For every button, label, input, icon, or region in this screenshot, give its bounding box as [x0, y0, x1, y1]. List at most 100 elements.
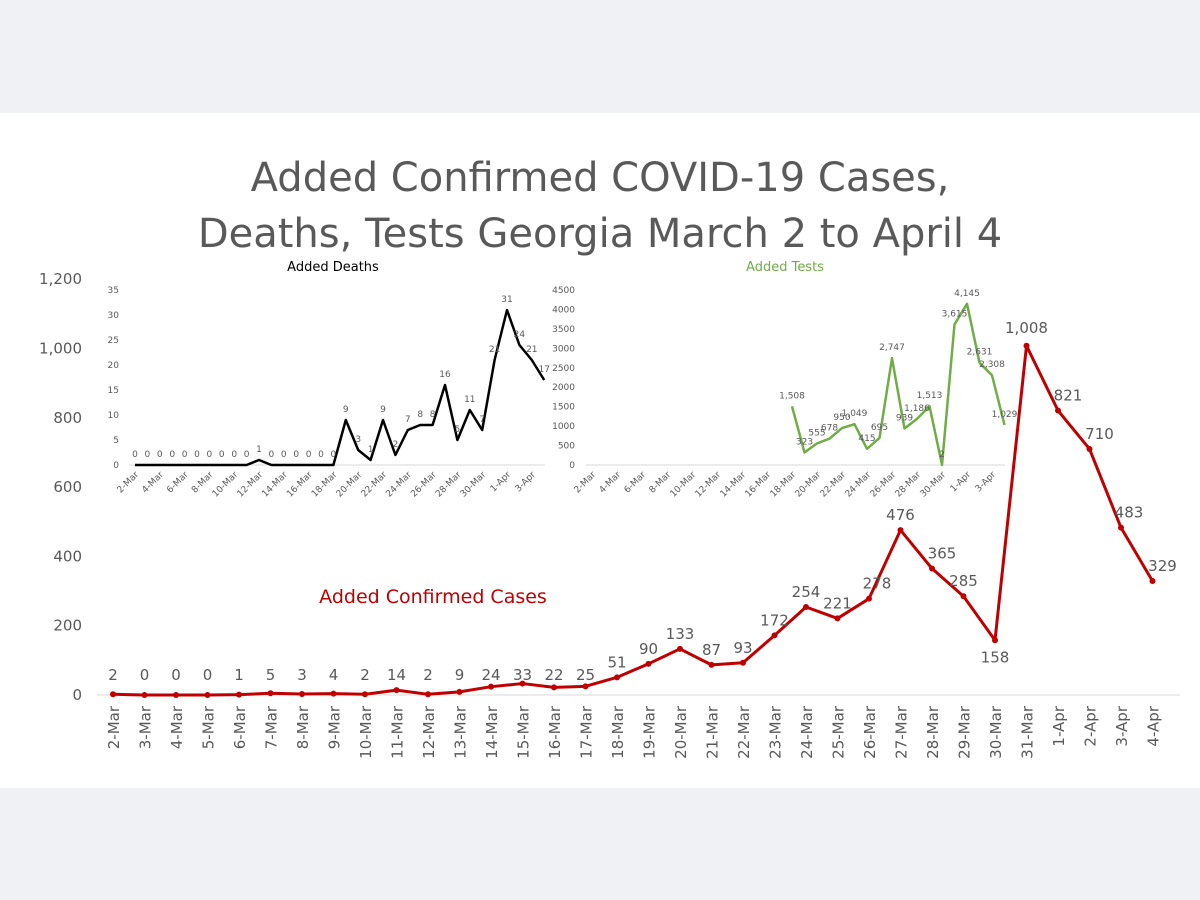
cases-xtick-label: 21-Mar	[704, 705, 722, 759]
cases-point	[708, 661, 715, 668]
deaths-ytick-label: 25	[108, 336, 119, 346]
cases-point	[645, 660, 652, 667]
deaths-data-label: 9	[380, 405, 386, 415]
tests-xtick-label: 4-Mar	[598, 470, 624, 496]
deaths-data-label: 0	[306, 450, 312, 460]
cases-xtick-label: 30-Mar	[987, 705, 1005, 759]
tests-ytick-label: 500	[558, 442, 575, 452]
cases-point	[425, 691, 431, 698]
cases-data-label: 710	[1085, 425, 1114, 443]
deaths-xtick-label: 20-Mar	[335, 470, 365, 500]
tests-xtick-label: 26-Mar	[869, 470, 899, 500]
tests-data-label: 1,049	[842, 409, 868, 419]
cases-ytick-label: 1,200	[39, 270, 82, 288]
cases-data-label: 483	[1115, 504, 1144, 522]
cases-xtick-label: 31-Mar	[1019, 705, 1037, 759]
cases-xtick-label: 8-Mar	[294, 705, 312, 749]
cases-point	[771, 632, 778, 639]
deaths-xtick-label: 6-Mar	[165, 470, 191, 496]
tests-xtick-label: 20-Mar	[794, 470, 824, 500]
deaths-xtick-label: 4-Mar	[140, 470, 166, 496]
cases-point	[803, 603, 809, 610]
deaths-xtick-label: 14-Mar	[260, 470, 290, 500]
cases-point	[614, 674, 620, 681]
cases-xtick-label: 23-Mar	[767, 705, 785, 759]
cases-data-label: 51	[607, 653, 626, 671]
tests-xtick-label: 2-Mar	[573, 470, 599, 496]
deaths-data-label: 31	[501, 295, 512, 305]
cases-ytick-label: 0	[72, 686, 82, 704]
deaths-data-label: 7	[405, 415, 411, 425]
cases-point	[1023, 342, 1030, 349]
cases-xtick-label: 2-Mar	[105, 705, 123, 749]
cases-xtick-label: 28-Mar	[924, 705, 942, 759]
deaths-data-label: 0	[182, 450, 188, 460]
cases-data-label: 221	[823, 594, 852, 612]
cases-xtick-label: 29-Mar	[956, 705, 974, 759]
tests-data-label: 555	[808, 428, 825, 438]
chart-title: Added Confirmed COVID-19 Cases, Deaths, …	[0, 150, 1200, 262]
deaths-data-label: 0	[281, 450, 287, 460]
deaths-ytick-label: 35	[108, 286, 119, 296]
cases-data-label: 285	[949, 572, 978, 590]
tests-ytick-label: 0	[569, 461, 575, 471]
cases-point	[992, 637, 998, 644]
cases-point	[204, 692, 211, 698]
deaths-xtick-label: 12-Mar	[236, 470, 266, 500]
deaths-xtick-label: 26-Mar	[409, 470, 439, 500]
tests-xtick-label: 14-Mar	[719, 470, 749, 500]
cases-point	[677, 645, 683, 652]
cases-data-label: 0	[140, 666, 150, 684]
deaths-data-label: 8	[430, 410, 436, 420]
deaths-data-label: 21	[526, 345, 537, 355]
cases-data-label: 14	[387, 666, 406, 684]
cases-point	[488, 683, 494, 690]
deaths-ytick-label: 10	[108, 411, 120, 421]
tests-ytick-label: 2500	[552, 364, 575, 374]
tests-xtick-label: 10-Mar	[669, 470, 699, 500]
tests-xtick-label: 16-Mar	[744, 470, 774, 500]
cases-point	[393, 687, 400, 694]
cases-xtick-label: 25-Mar	[830, 705, 848, 759]
cases-ytick-label: 200	[53, 617, 82, 635]
cases-xtick-label: 11-Mar	[389, 705, 407, 759]
deaths-xtick-label: 10-Mar	[211, 470, 241, 500]
cases-point	[110, 691, 116, 698]
cases-data-label: 3	[297, 666, 307, 684]
tests-ytick-label: 4500	[552, 286, 575, 296]
deaths-data-label: 0	[169, 450, 175, 460]
tests-data-label: 4,145	[954, 289, 980, 299]
deaths-data-label: 0	[157, 450, 163, 460]
tests-data-label: 695	[871, 423, 888, 433]
slide-background	[0, 113, 1200, 788]
cases-xtick-label: 14-Mar	[483, 705, 501, 759]
cases-xtick-label: 12-Mar	[420, 705, 438, 759]
cases-xtick-label: 1-Apr	[1050, 705, 1068, 746]
tests-ytick-label: 4000	[552, 305, 575, 315]
deaths-data-label: 21	[489, 345, 500, 355]
cases-point	[141, 692, 148, 698]
cases-xtick-label: 26-Mar	[861, 705, 879, 759]
tests-data-label: 3,615	[942, 309, 968, 319]
cases-data-label: 365	[928, 545, 957, 563]
tests-xtick-label: 22-Mar	[819, 470, 849, 500]
tests-data-label: 1,508	[779, 391, 805, 401]
cases-xtick-label: 16-Mar	[546, 705, 564, 759]
cases-data-label: 0	[171, 666, 181, 684]
cases-ytick-label: 800	[53, 409, 82, 427]
deaths-data-label: 0	[293, 450, 299, 460]
cases-point	[1086, 445, 1093, 452]
cases-data-label: 22	[544, 666, 563, 684]
deaths-data-label: 0	[219, 450, 225, 460]
deaths-data-label: 1	[256, 445, 262, 455]
tests-ytick-label: 1000	[552, 422, 575, 432]
cases-point	[897, 527, 904, 534]
deaths-ytick-label: 15	[108, 386, 119, 396]
cases-ytick-label: 600	[53, 478, 82, 496]
cases-data-label: 5	[266, 666, 276, 684]
tests-data-label: 939	[896, 413, 913, 423]
tests-data-label: 415	[858, 434, 875, 444]
deaths-data-label: 0	[132, 450, 138, 460]
